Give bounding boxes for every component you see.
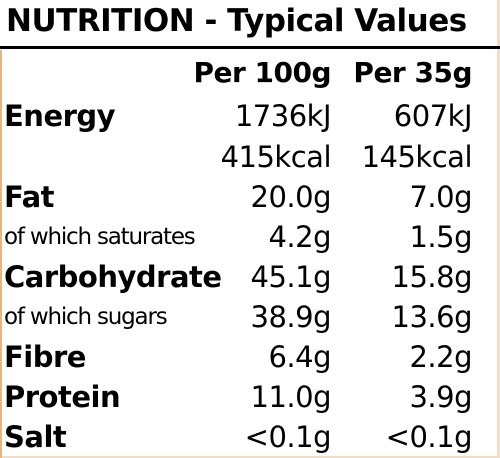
nutrition-title: NUTRITION - Typical Values (6, 3, 467, 39)
value-per-100g: 20.0g (250, 180, 332, 214)
column-header-per-100g: Per 100g (193, 56, 331, 89)
value-per-100g: 415kcal (220, 140, 332, 174)
value-per-100g: 6.4g (268, 340, 331, 374)
value-per-portion: 13.6g (391, 300, 473, 334)
nutrient-label: Fat (4, 180, 55, 214)
value-per-100g: 4.2g (268, 220, 331, 254)
nutrient-row-saturates: of which saturates 4.2g 1.5g (0, 217, 500, 257)
nutrient-label: Carbohydrate (4, 260, 222, 294)
nutrient-label: of which saturates (4, 224, 196, 250)
package-edge (0, 50, 2, 458)
value-per-portion: 7.0g (409, 180, 472, 214)
title-divider (0, 46, 500, 49)
nutrient-row-energy-kcal: 415kcal 145kcal (0, 137, 500, 177)
nutrient-row-carbohydrate: Carbohydrate 45.1g 15.8g (0, 257, 500, 297)
nutrient-row-fibre: Fibre 6.4g 2.2g (0, 337, 500, 377)
nutrient-row-sugars: of which sugars 38.9g 13.6g (0, 297, 500, 337)
value-per-portion: 2.2g (409, 340, 472, 374)
value-per-portion: 3.9g (409, 380, 472, 414)
column-header-per-portion: Per 35g (353, 56, 472, 89)
nutrient-label: of which sugars (4, 304, 168, 330)
value-per-portion: 145kcal (361, 140, 473, 174)
value-per-100g: 1736kJ (234, 99, 332, 133)
value-per-100g: 11.0g (250, 380, 332, 414)
nutrient-label: Fibre (4, 340, 86, 374)
value-per-portion: 607kJ (393, 99, 473, 133)
nutrient-row-energy-kj: Energy 1736kJ 607kJ (0, 96, 500, 136)
value-per-portion: <0.1g (385, 420, 473, 454)
nutrient-label: Energy (4, 99, 116, 133)
value-per-100g: 38.9g (250, 300, 332, 334)
nutrient-row-fat: Fat 20.0g 7.0g (0, 177, 500, 217)
nutrient-row-salt: Salt <0.1g <0.1g (0, 417, 500, 457)
value-per-portion: 15.8g (391, 260, 473, 294)
column-header-row: Per 100g Per 35g (0, 53, 500, 93)
nutrient-label: Salt (4, 420, 67, 454)
value-per-100g: 45.1g (250, 260, 332, 294)
value-per-100g: <0.1g (244, 420, 332, 454)
value-per-portion: 1.5g (409, 220, 472, 254)
nutrient-row-protein: Protein 11.0g 3.9g (0, 377, 500, 417)
nutrient-label: Protein (4, 380, 121, 414)
